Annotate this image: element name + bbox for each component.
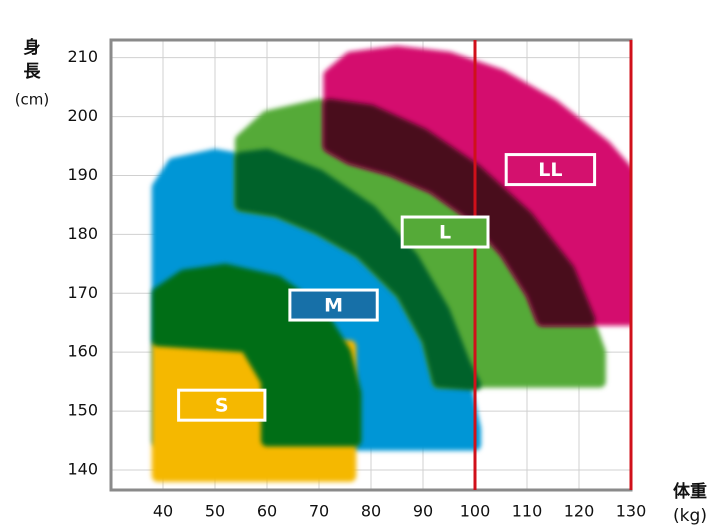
size-label-box <box>177 388 267 422</box>
y-tick-label: 140 <box>67 459 98 478</box>
y-tick-label: 180 <box>67 224 98 243</box>
x-tick-label: 100 <box>460 502 491 521</box>
x-tick-label: 130 <box>616 502 647 521</box>
size-label: LL <box>538 159 562 181</box>
size-label-box <box>288 288 379 322</box>
y-tick-label: 160 <box>67 342 98 361</box>
x-tick-label: 80 <box>361 502 381 521</box>
y-axis-label: 長 <box>24 62 42 82</box>
size-label: S <box>215 395 229 417</box>
x-tick-label: 90 <box>413 502 433 521</box>
y-tick-label: 200 <box>67 106 98 125</box>
x-tick-label: 50 <box>205 502 225 521</box>
x-tick-label: 120 <box>564 502 595 521</box>
y-tick-label: 150 <box>67 401 98 420</box>
size-label: L <box>439 222 451 244</box>
size-region <box>235 148 481 391</box>
size-label-box <box>504 153 597 187</box>
x-tick-label: 110 <box>512 502 543 521</box>
x-tick-label: 40 <box>153 502 173 521</box>
y-axis-label: 身 <box>24 37 41 58</box>
y-tick-label: 210 <box>67 47 98 66</box>
x-axis-label: 体重 <box>673 481 707 502</box>
y-axis-unit: (cm) <box>15 91 50 109</box>
size-label-box <box>400 215 490 249</box>
x-tick-label: 70 <box>309 502 329 521</box>
size-region <box>323 98 596 326</box>
y-tick-label: 190 <box>67 165 98 184</box>
x-tick-label: 60 <box>257 502 277 521</box>
y-tick-label: 170 <box>67 283 98 302</box>
x-axis-unit: (kg) <box>673 506 707 526</box>
size-label: M <box>324 295 343 317</box>
